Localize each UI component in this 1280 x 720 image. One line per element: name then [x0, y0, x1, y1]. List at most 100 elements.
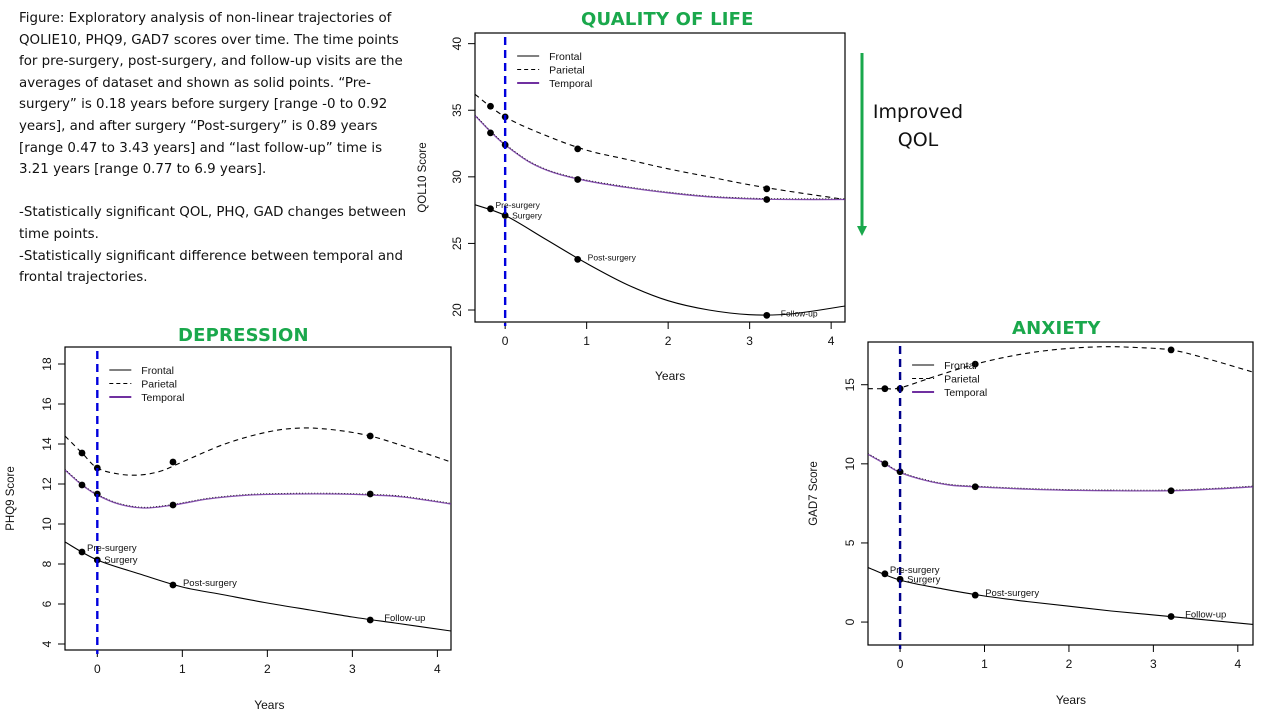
data-point-temporal: [574, 176, 582, 183]
plot-area: [65, 427, 451, 632]
legend-label-parietal: Parietal: [944, 374, 980, 386]
point-label: Follow-up: [781, 308, 818, 318]
legend-label-frontal: Frontal: [549, 51, 582, 63]
data-point-parietal: [763, 185, 771, 193]
anxiety-plot: 0 1 2 3 4 0 5 10 15 Years GAD7 Score Pre-surgerySur…: [808, 341, 1254, 707]
improved-qol-annotation: Improved QOL: [866, 98, 970, 154]
data-point-frontal: [78, 548, 86, 556]
data-point-parietal: [971, 360, 979, 368]
series-parietal-line: [475, 93, 845, 201]
y-tick-label: 15: [843, 378, 857, 392]
point-label: Surgery: [512, 210, 543, 220]
data-point-temporal: [881, 460, 889, 468]
series-parietal-line: [65, 427, 451, 476]
data-point-frontal: [487, 205, 494, 213]
depression-title: DEPRESSION: [178, 325, 309, 346]
plot-frame: [867, 341, 1254, 646]
series-temporal-line: [475, 115, 845, 201]
y-tick-label: 8: [40, 560, 54, 567]
data-point-frontal: [366, 616, 374, 624]
data-point-frontal: [971, 591, 979, 599]
y-tick-label: 5: [843, 539, 857, 546]
x-tick-label: 0: [897, 657, 904, 671]
y-tick-label: 18: [40, 357, 54, 371]
x-tick-label: 0: [94, 662, 101, 676]
annotation-line-2: QOL: [897, 129, 939, 151]
data-point-parietal: [881, 385, 889, 393]
y-tick-label: 6: [40, 600, 54, 607]
data-point-temporal: [971, 483, 979, 491]
point-label: Follow-up: [1185, 610, 1226, 621]
y-axis-label: QOL10 Score: [417, 142, 429, 212]
data-point-frontal: [501, 212, 509, 219]
legend-label-temporal: Temporal: [141, 392, 184, 404]
data-point-frontal: [763, 311, 771, 319]
legend-label-parietal: Parietal: [549, 65, 585, 77]
x-tick-label: 0: [502, 334, 509, 348]
point-label: Post-surgery: [588, 252, 637, 262]
data-point-temporal: [763, 196, 771, 203]
data-point-parietal: [78, 449, 86, 457]
x-tick-label: 1: [179, 662, 186, 676]
series-temporal-line: [65, 469, 451, 509]
data-point-temporal: [78, 481, 86, 489]
data-point-frontal: [169, 581, 177, 589]
qol-plot: 0 1 2 3 4 20 25 30 35 40 Years QOL10 Score Pre-surge…: [417, 32, 846, 383]
y-tick-label: 4: [40, 640, 54, 647]
x-tick-label: 1: [583, 334, 590, 348]
anxiety-title: ANXIETY: [1012, 318, 1101, 339]
data-point-frontal: [574, 256, 582, 263]
y-tick-label: 10: [843, 457, 857, 471]
plot-frame: [64, 346, 452, 651]
arrow-head-icon: [857, 226, 867, 236]
caption-bullet-1: -Statistically significant QOL, PHQ, GAD…: [19, 205, 407, 242]
legend-label-parietal: Parietal: [141, 379, 177, 391]
data-point-parietal: [574, 145, 582, 153]
series-temporal-line: [868, 453, 1253, 492]
point-label: Post-surgery: [183, 578, 237, 589]
point-label: Pre-surgery: [890, 565, 940, 576]
data-point-parietal: [487, 102, 494, 110]
y-tick-label: 14: [40, 437, 54, 451]
point-label: Pre-surgery: [87, 543, 137, 554]
x-tick-label: 2: [1066, 657, 1073, 671]
data-point-temporal: [896, 468, 904, 476]
x-tick-label: 4: [434, 662, 441, 676]
y-tick-label: 12: [40, 477, 54, 491]
y-tick-label: 0: [843, 618, 857, 625]
x-tick-label: 4: [1234, 657, 1241, 671]
y-tick-label: 30: [450, 170, 464, 184]
series-temporal-line-dotted-overlay: [868, 453, 1253, 491]
x-axis-label: Years: [254, 698, 284, 712]
y-tick-label: 25: [450, 236, 464, 250]
y-tick-label: 10: [40, 517, 54, 531]
data-point-temporal: [487, 129, 494, 137]
data-point-frontal: [1167, 613, 1175, 620]
x-tick-label: 2: [665, 334, 672, 348]
figure-caption: Figure: Exploratory analysis of non-line…: [19, 8, 414, 289]
x-tick-label: 3: [746, 334, 753, 348]
point-label: Pre-surgery: [495, 200, 540, 210]
point-label: Surgery: [104, 555, 138, 566]
caption-bullet-2: -Statistically significant difference be…: [19, 248, 404, 286]
data-point-parietal: [366, 432, 374, 440]
series-frontal-line: [475, 204, 845, 316]
series-temporal-line-dotted-overlay: [475, 114, 845, 200]
legend-label-frontal: Frontal: [944, 360, 977, 372]
point-label: Surgery: [907, 574, 941, 585]
y-axis-label: GAD7 Score: [808, 461, 820, 526]
data-point-temporal: [366, 490, 374, 498]
x-tick-label: 3: [349, 662, 356, 676]
legend-label-temporal: Temporal: [549, 78, 592, 90]
y-tick-label: 20: [450, 303, 464, 317]
x-axis-label: Years: [1056, 693, 1086, 707]
caption-paragraph: Figure: Exploratory analysis of non-line…: [19, 11, 403, 178]
data-point-temporal: [169, 501, 177, 509]
x-axis-label: Years: [655, 369, 685, 383]
legend-label-temporal: Temporal: [944, 387, 987, 399]
y-tick-label: 16: [40, 397, 54, 411]
x-tick-label: 3: [1150, 657, 1157, 671]
data-point-parietal: [169, 458, 177, 466]
